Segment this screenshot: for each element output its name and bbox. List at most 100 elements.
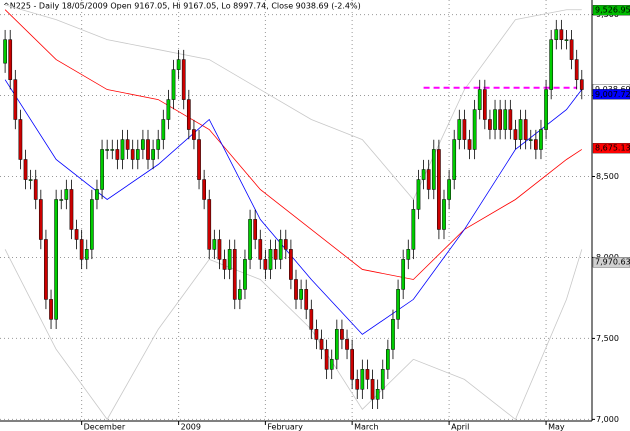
candle-body	[120, 139, 125, 160]
candle-body	[13, 79, 18, 120]
candle-body	[141, 139, 145, 150]
candle-body	[59, 199, 64, 201]
candle-body	[340, 329, 344, 340]
candle-body	[181, 59, 186, 100]
candle-body	[416, 179, 421, 210]
candle-body	[442, 199, 446, 230]
candle-body	[559, 29, 564, 40]
candle-body	[278, 239, 283, 260]
candle-body	[64, 189, 69, 200]
candle-body	[345, 339, 349, 350]
candle-body	[258, 239, 263, 260]
candle-body	[171, 69, 176, 100]
candle-body	[488, 119, 492, 130]
candle-body	[95, 189, 99, 200]
candle-body	[186, 99, 191, 130]
candle-body	[329, 359, 334, 370]
candle-body	[467, 139, 472, 150]
candle-body	[350, 349, 354, 380]
candle-body	[534, 139, 538, 150]
candle-body	[54, 199, 58, 320]
candle-body	[574, 59, 579, 80]
candle-body	[248, 219, 252, 260]
candle-body	[355, 379, 360, 390]
candle-body	[151, 149, 155, 160]
candle-body	[161, 119, 166, 140]
price-badge-label: 9,007.72	[595, 90, 630, 99]
candle-body	[508, 109, 513, 130]
candle-body	[115, 149, 120, 160]
candle-body	[69, 189, 74, 230]
candle-body	[44, 239, 48, 300]
price-badge-label: 8,675.13	[595, 144, 630, 153]
candle-body	[513, 129, 518, 140]
candle-body	[437, 149, 441, 230]
indicator-line	[4, 79, 583, 335]
candle-body	[457, 119, 462, 140]
candle-body	[421, 169, 426, 180]
candle-body	[105, 149, 110, 151]
candle-body	[23, 159, 28, 180]
y-tick-label: 7,500	[596, 334, 619, 343]
price-badge	[592, 5, 630, 16]
candle-body	[386, 349, 390, 370]
candle-body	[304, 289, 309, 310]
x-tick-label: May	[548, 423, 565, 431]
candle-body	[238, 289, 242, 300]
candle-body	[431, 149, 436, 190]
candle-body	[579, 79, 584, 90]
candle-body	[130, 149, 135, 160]
candle-body	[268, 249, 273, 270]
candle-body	[401, 259, 406, 290]
candle-body	[528, 139, 533, 141]
candle-body	[426, 169, 431, 190]
candle-body	[324, 349, 329, 370]
candle-body	[212, 239, 217, 250]
candle-body	[263, 259, 268, 270]
candle-body	[253, 219, 258, 240]
candle-body	[222, 259, 227, 270]
candle-body	[33, 179, 38, 200]
candle-body	[564, 39, 569, 41]
candle-body	[207, 199, 212, 250]
candle-body	[569, 39, 574, 60]
candle-body	[273, 249, 278, 260]
y-tick-label: 8,500	[596, 172, 619, 181]
candle-body	[477, 89, 482, 110]
price-badge-label: 7,970.63	[595, 258, 630, 267]
candle-body	[482, 89, 487, 120]
candle-body	[217, 239, 222, 260]
candle-body	[493, 109, 497, 130]
candle-body	[314, 329, 319, 340]
candle-body	[243, 259, 247, 290]
candle-body	[319, 339, 324, 350]
candle-body	[146, 139, 150, 160]
candle-body	[462, 119, 467, 140]
candle-body	[452, 139, 457, 180]
candle-body	[227, 249, 232, 270]
candle-body	[375, 389, 380, 400]
candle-body	[289, 249, 293, 280]
candle-body	[90, 199, 94, 250]
candle-body	[18, 119, 23, 160]
candle-body	[299, 289, 303, 300]
candle-body	[79, 239, 84, 260]
candle-body	[549, 39, 554, 90]
candle-body	[3, 39, 7, 64]
indicator-line	[4, 4, 582, 201]
candle-body	[125, 139, 130, 150]
candle-body	[28, 179, 33, 181]
x-tick-label: April	[451, 423, 469, 431]
candle-body	[38, 199, 43, 240]
candle-body	[110, 149, 115, 151]
candle-body	[294, 279, 298, 300]
candle-body	[411, 209, 416, 250]
candle-body	[396, 289, 400, 320]
candle-body	[370, 379, 375, 400]
candle-body	[391, 319, 395, 350]
candle-body	[232, 249, 237, 300]
candle-body	[176, 59, 181, 70]
candle-body	[539, 129, 543, 150]
candle-body	[518, 119, 523, 140]
